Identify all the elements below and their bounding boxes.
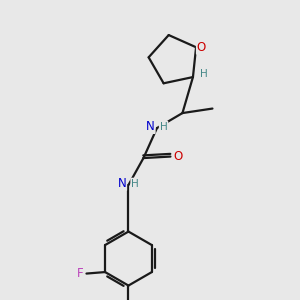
Text: N: N — [146, 120, 155, 133]
Text: O: O — [173, 150, 183, 163]
Text: O: O — [197, 41, 206, 54]
Text: F: F — [76, 267, 83, 280]
Text: H: H — [200, 69, 208, 79]
Text: N: N — [118, 177, 126, 190]
Text: H: H — [131, 178, 139, 189]
Text: H: H — [160, 122, 167, 132]
